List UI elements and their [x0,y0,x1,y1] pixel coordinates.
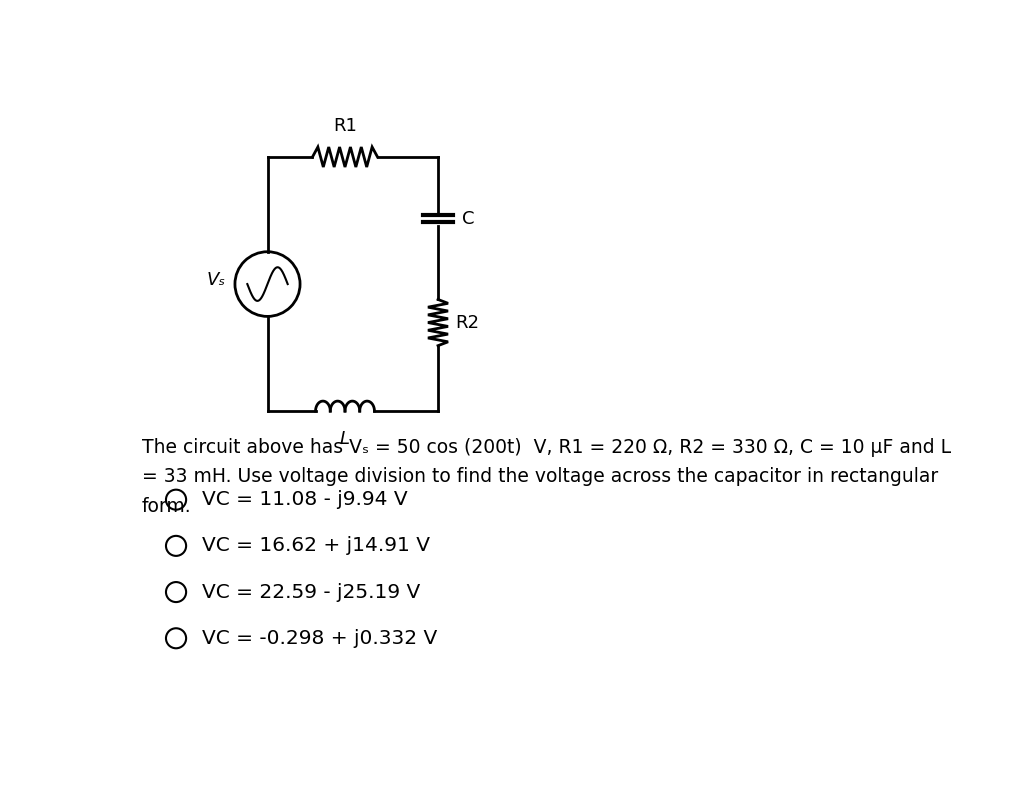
Text: VC = 16.62 + j14.91 V: VC = 16.62 + j14.91 V [202,537,430,555]
Text: R2: R2 [455,314,479,331]
Text: VC = 11.08 - j9.94 V: VC = 11.08 - j9.94 V [202,490,408,509]
Text: The circuit above has Vₛ = 50 cos (200t)  V, R1 = 220 Ω, R2 = 330 Ω, C = 10 μF a: The circuit above has Vₛ = 50 cos (200t)… [142,438,951,457]
Text: Vₛ: Vₛ [207,271,225,289]
Text: = 33 mH. Use voltage division to find the voltage across the capacitor in rectan: = 33 mH. Use voltage division to find th… [142,467,938,486]
Text: L: L [340,431,350,448]
Text: form.: form. [142,497,191,516]
Text: C: C [462,209,474,228]
Text: VC = -0.298 + j0.332 V: VC = -0.298 + j0.332 V [202,629,437,648]
Text: R1: R1 [333,117,357,136]
Text: VC = 22.59 - j25.19 V: VC = 22.59 - j25.19 V [202,583,420,602]
